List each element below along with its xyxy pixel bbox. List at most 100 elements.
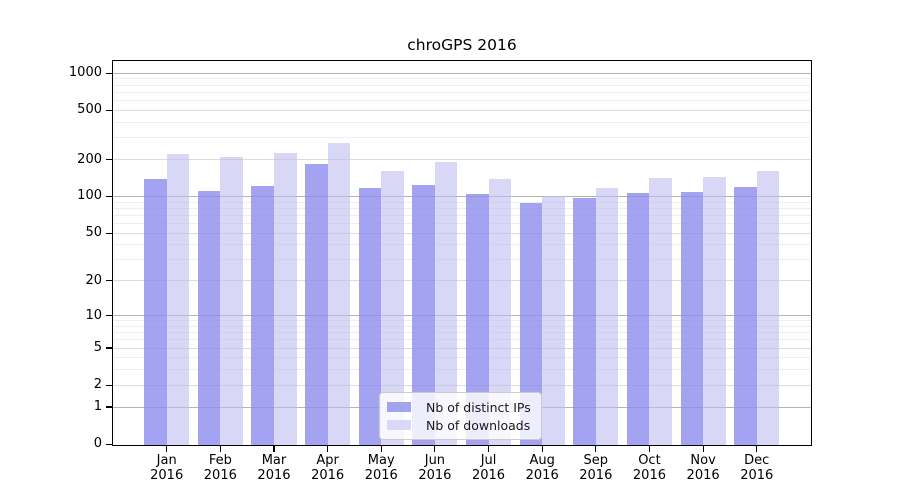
legend-label-downloads: Nb of downloads [426,417,531,433]
x-tick-label: Sep 2016 [566,453,626,483]
x-label-month: Jul [480,453,497,468]
x-tick-mark [434,446,436,452]
x-tick-label: Feb 2016 [190,453,250,483]
bar-distinct-ips [465,193,489,445]
x-tick-label: Apr 2016 [298,453,358,483]
legend-item-downloads: Nb of downloads [387,417,533,433]
bar-distinct-ips [412,185,435,445]
y-tick-mark [106,232,112,234]
x-label-year: 2016 [203,467,237,483]
minor-gridline [113,325,811,327]
x-label-month: Sep [583,453,609,468]
bar-distinct-ips [626,193,650,445]
bar-downloads [756,170,780,445]
y-tick-mark [106,384,112,386]
bar-downloads [703,177,726,445]
x-label-month: Apr [316,453,339,468]
mid-gridline [113,280,811,282]
bar-downloads [488,178,512,445]
plot-area: Nb of distinct IPs Nb of downloads [112,60,812,446]
legend-item-distinct-ips: Nb of distinct IPs [387,399,533,415]
y-tick-label: 1 [93,399,102,415]
bar-distinct-ips [144,179,167,445]
legend-swatch-downloads [387,419,411,431]
y-tick-label: 20 [85,272,102,288]
decade-gridline [113,315,811,317]
x-label-year: 2016 [364,467,398,483]
minor-gridline [113,244,811,246]
x-label-year: 2016 [418,467,452,483]
bar-downloads [166,153,190,445]
x-tick-mark [487,446,490,452]
x-tick-mark [273,446,275,452]
bar-downloads [434,161,458,445]
y-tick-mark [106,443,112,445]
minor-gridline [113,214,811,216]
x-tick-label: May 2016 [351,453,411,483]
minor-gridline [113,91,811,93]
y-tick-label: 500 [77,102,102,118]
x-tick-label: Oct 2016 [619,453,679,483]
y-tick-mark [106,158,112,161]
x-label-year: 2016 [471,467,506,483]
bar-downloads [220,156,243,445]
x-tick-label: Nov 2016 [673,453,733,483]
minor-gridline [113,369,811,371]
bar-distinct-ips [680,192,704,445]
bar-distinct-ips [734,187,757,445]
x-tick-label: Jun 2016 [405,453,465,483]
x-label-year: 2016 [311,467,345,483]
y-tick-label: 200 [77,151,102,167]
x-label-year: 2016 [257,467,291,483]
bar-distinct-ips [573,198,596,445]
x-tick-label: Mar 2016 [244,453,304,483]
x-label-month: Nov [690,453,716,468]
bar-downloads [542,196,565,445]
x-tick-label: Dec 2016 [727,453,787,483]
x-tick-mark [648,446,651,452]
mid-gridline [113,109,811,111]
minor-gridline [113,207,811,209]
bar-downloads [381,171,404,445]
bar-distinct-ips [519,203,543,445]
bar-downloads [595,188,619,445]
x-label-month: May [367,453,395,468]
y-tick-label: 10 [85,307,102,323]
bar-downloads [649,178,673,445]
x-label-month: Mar [261,453,287,468]
minor-gridline [113,259,811,261]
y-tick-label: 50 [85,225,102,241]
x-tick-mark [166,446,168,452]
y-tick-mark [106,72,112,74]
minor-gridline [113,339,811,341]
chart-title: chroGPS 2016 [407,36,517,54]
x-label-month: Aug [529,453,555,468]
y-tick-mark [106,109,112,112]
x-label-month: Jan [156,453,177,468]
minor-gridline [113,223,811,225]
mid-gridline [113,384,811,386]
y-tick-mark [106,195,112,198]
x-label-month: Dec [744,453,770,468]
x-label-year: 2016 [525,467,559,483]
x-label-year: 2016 [686,467,720,483]
y-tick-mark [106,280,112,282]
legend-swatch-distinct-ips [387,401,411,413]
bar-downloads [327,143,351,445]
decade-gridline [113,195,811,197]
x-tick-mark [380,446,382,452]
x-tick-mark [756,446,758,452]
x-label-year: 2016 [632,467,666,483]
x-tick-label: Jan 2016 [137,453,197,483]
x-label-year: 2016 [150,467,184,483]
mid-gridline [113,347,811,349]
minor-gridline [113,357,811,359]
minor-gridline [113,78,811,80]
bar-downloads [273,152,297,445]
y-tick-label: 100 [77,188,102,204]
bar-distinct-ips [251,185,274,445]
x-tick-label: Jul 2016 [459,453,519,483]
y-tick-mark [106,347,112,349]
y-tick-label: 2 [93,377,102,393]
minor-gridline [113,121,811,123]
